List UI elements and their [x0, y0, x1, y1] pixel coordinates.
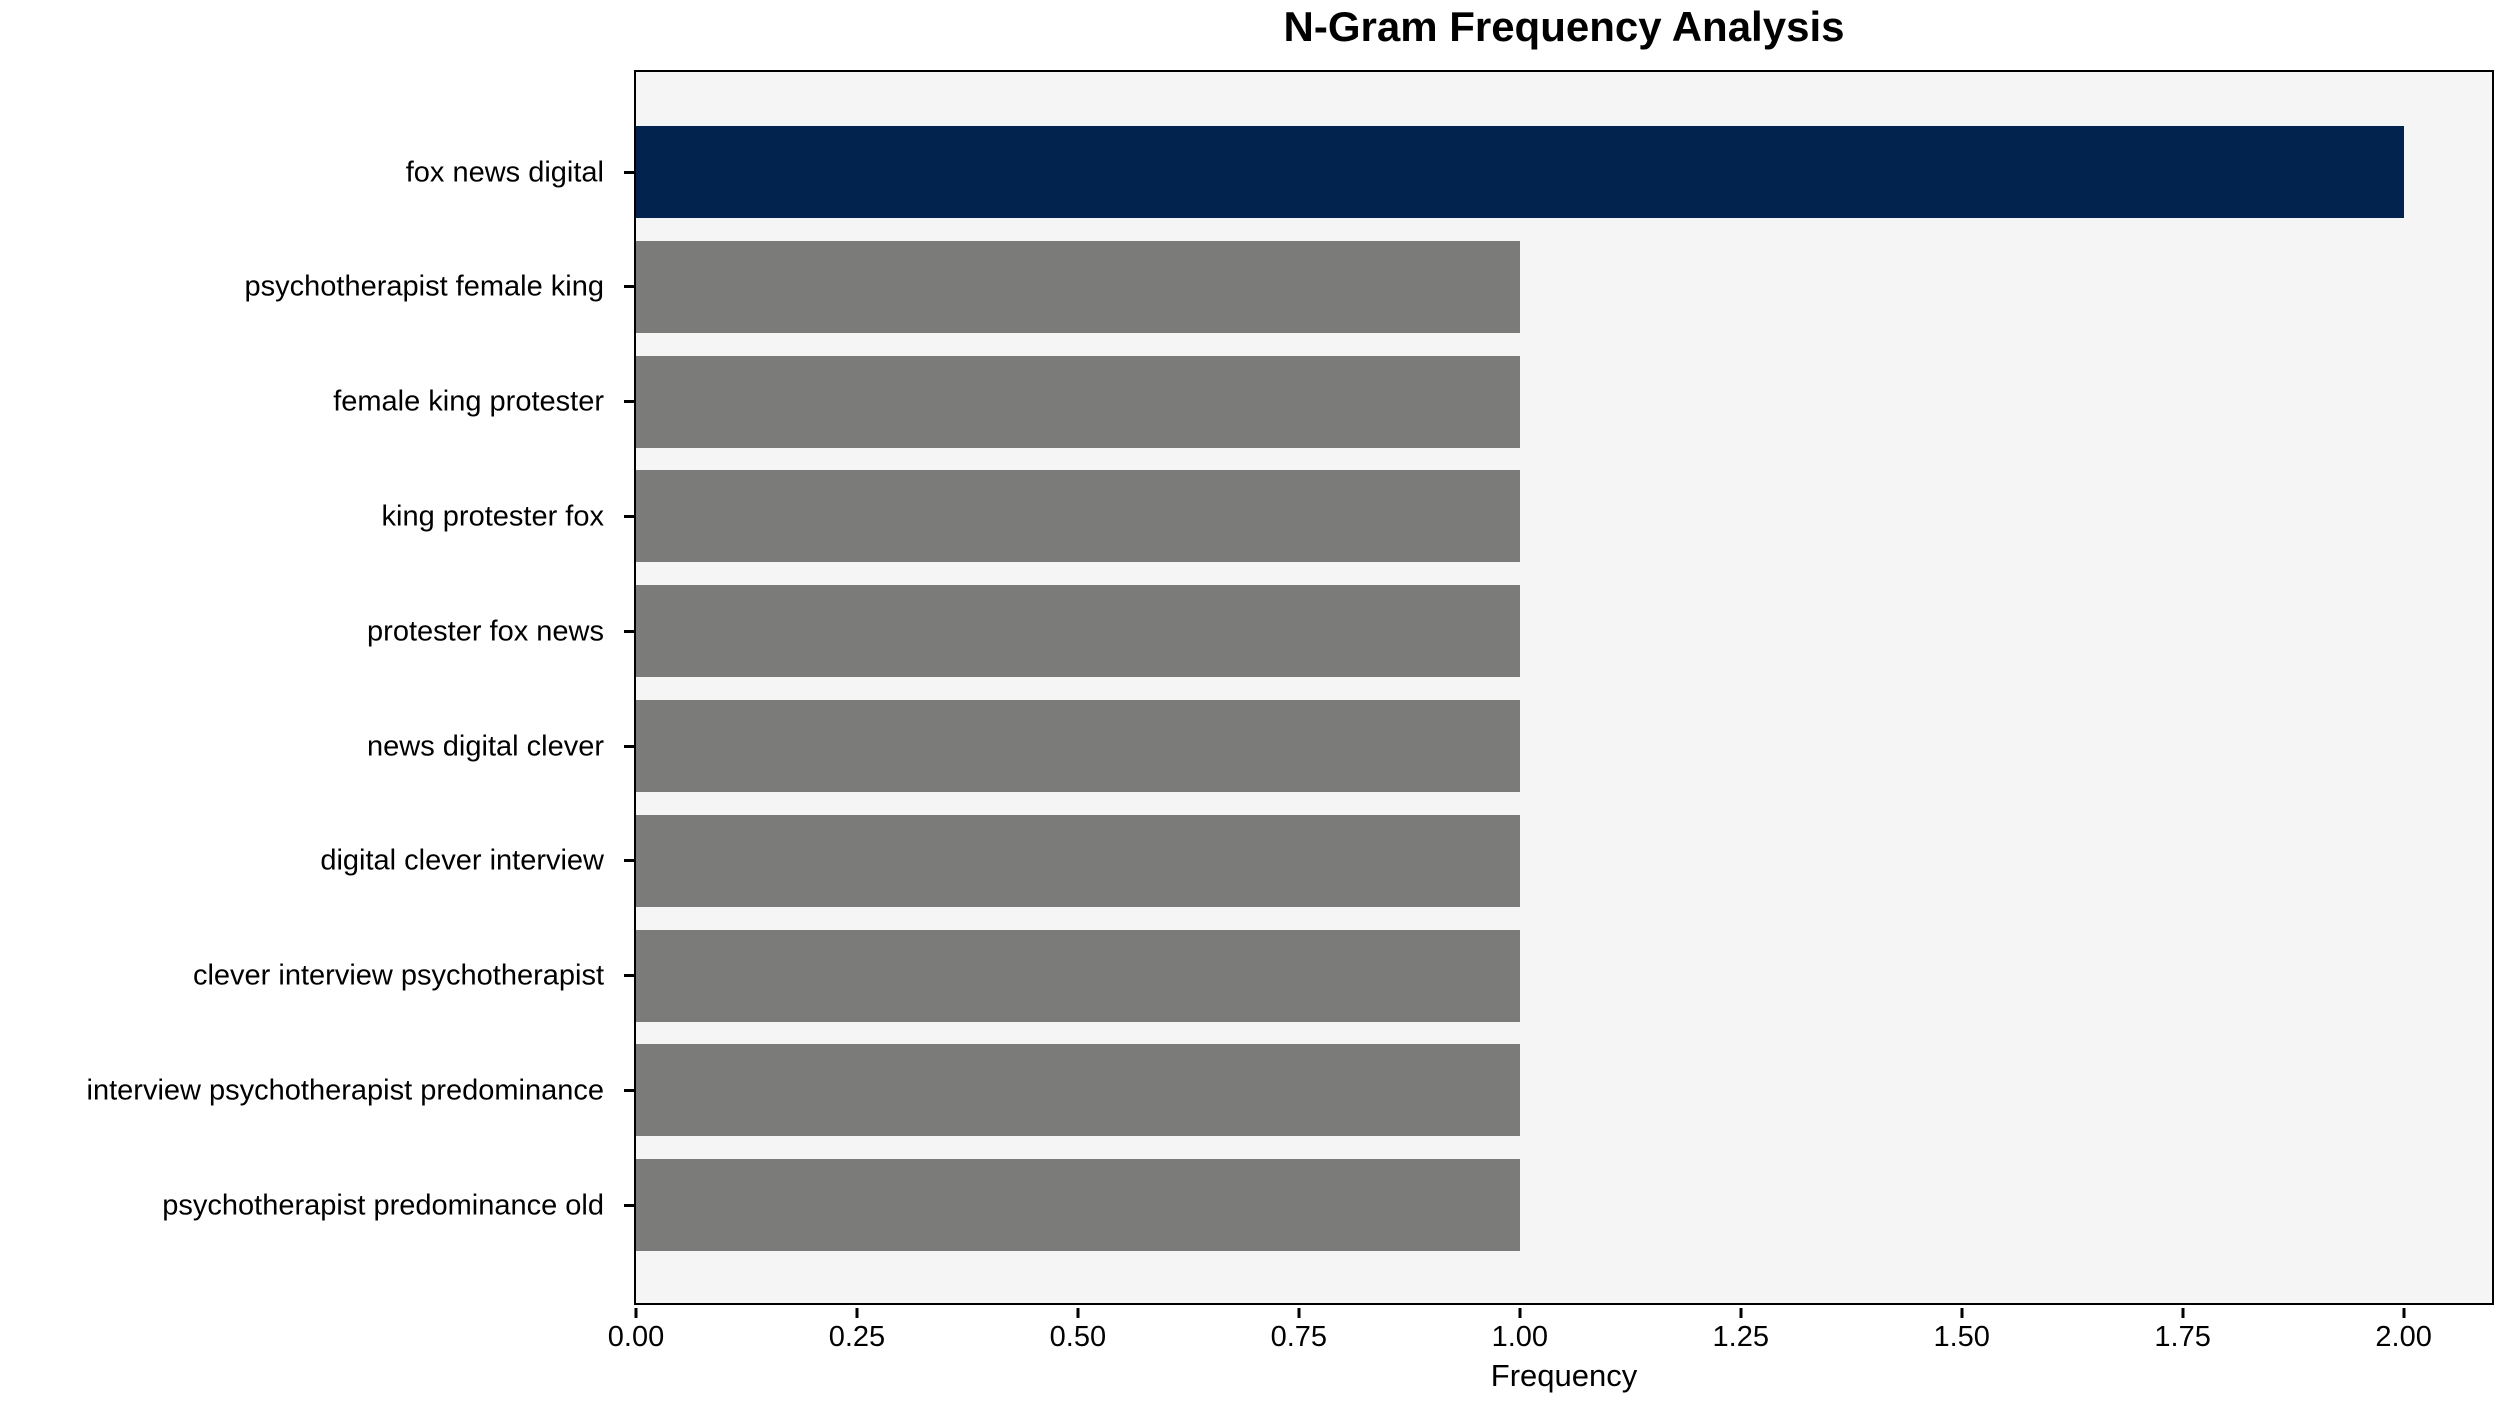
plot-area: 0.00 0.25 0.50 0.75 1.00 1.25 1.50 1.75 2.00	[608, 70, 2494, 1353]
bar	[636, 929, 1520, 1022]
y-tick-mark	[623, 629, 634, 633]
x-axis-label: Frequency	[1490, 1358, 1638, 1393]
bar	[636, 470, 1520, 563]
x-tick-label: 0.50	[1049, 1321, 1107, 1353]
bar	[636, 355, 1520, 448]
y-tick-mark	[623, 974, 634, 978]
y-tick-label: fox news digital	[405, 156, 604, 188]
x-tick-label: 0.00	[607, 1321, 665, 1353]
y-tick-label: clever interview psychotherapist	[192, 959, 604, 992]
bar	[636, 585, 1520, 678]
y-tick-label: female king protester	[333, 385, 604, 418]
x-tick-mark	[1960, 1308, 1964, 1318]
y-tick-label: protester fox news	[367, 615, 604, 648]
x-tick-label: 2.00	[2375, 1321, 2432, 1353]
bar	[636, 814, 1520, 907]
x-tick-mark	[1076, 1308, 1080, 1318]
x-tick-mark	[1297, 1308, 1301, 1318]
chart-title: N-Gram Frequency Analysis	[1283, 3, 1845, 50]
x-tick-label: 1.50	[1933, 1321, 1990, 1353]
x-tick-mark	[634, 1308, 638, 1318]
x-tick-label: 1.25	[1712, 1321, 1769, 1353]
x-tick-mark	[1518, 1308, 1522, 1318]
x-tick-label: 0.75	[1270, 1321, 1328, 1353]
x-tick-label: 1.75	[2154, 1321, 2211, 1353]
x-tick-label: 0.25	[828, 1321, 886, 1353]
y-tick-label: digital clever interview	[320, 844, 604, 877]
y-tick-mark	[623, 1088, 634, 1092]
bar	[636, 1044, 1520, 1137]
bar	[636, 126, 2404, 218]
y-tick-mark	[623, 744, 634, 748]
bar	[636, 700, 1520, 792]
bar	[636, 240, 1520, 333]
y-tick-mark	[623, 285, 634, 289]
y-tick-label: king protester fox	[381, 500, 604, 533]
y-tick-mark	[623, 859, 634, 863]
y-tick-label: psychotherapist predominance old	[162, 1189, 604, 1222]
y-tick-label: interview psychotherapist predominance	[86, 1074, 604, 1107]
x-tick-label: 1.00	[1491, 1321, 1549, 1353]
x-tick-mark	[855, 1308, 859, 1318]
y-tick-mark	[623, 1203, 634, 1207]
y-tick-mark	[623, 514, 634, 518]
y-tick-label: psychotherapist female king	[244, 270, 604, 303]
x-tick-mark	[1739, 1308, 1743, 1318]
y-tick-label: news digital clever	[367, 730, 604, 762]
bar	[636, 1159, 1520, 1252]
x-tick-mark	[2402, 1308, 2406, 1318]
x-tick-mark	[2181, 1308, 2185, 1318]
y-axis-labels: fox news digital psychotherapist female k…	[0, 73, 614, 1303]
y-tick-mark	[623, 400, 634, 404]
y-tick-mark	[623, 170, 634, 174]
